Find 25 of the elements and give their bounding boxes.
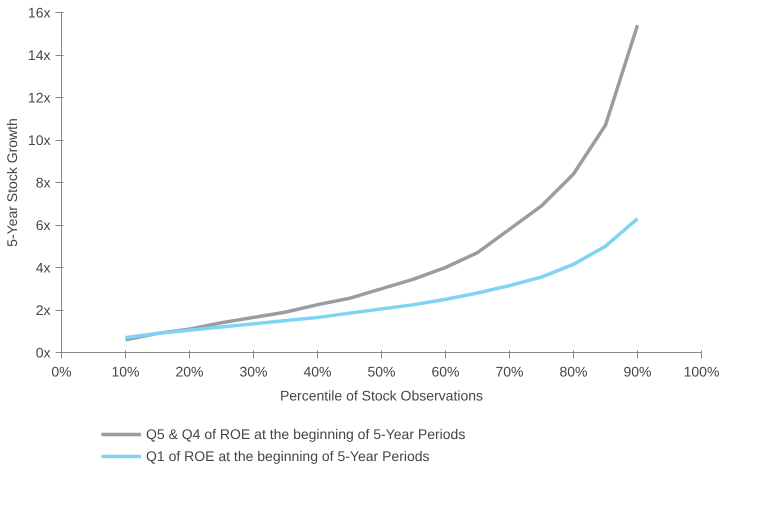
legend-label: Q5 & Q4 of ROE at the beginning of 5-Year Periods <box>146 426 466 442</box>
legend-label: Q1 of ROE at the beginning of 5-Year Periods <box>146 448 430 464</box>
x-tick-label: 80% <box>559 364 588 380</box>
x-tick-label: 50% <box>367 364 396 380</box>
y-tick-label: 12x <box>28 90 51 106</box>
x-tick-label: 60% <box>431 364 460 380</box>
x-tick-label: 30% <box>239 364 268 380</box>
line-series <box>124 216 640 340</box>
y-tick-label: 8x <box>36 174 51 190</box>
x-tick-label: 90% <box>623 364 652 380</box>
y-tick-label: 10x <box>28 132 51 148</box>
x-axis-title: Percentile of Stock Observations <box>280 388 484 404</box>
y-tick-label: 4x <box>36 260 51 276</box>
x-tick-label: 40% <box>303 364 332 380</box>
x-tick-label: 70% <box>495 364 524 380</box>
x-tick-label: 100% <box>684 364 720 380</box>
y-tick-label: 16x <box>28 4 51 20</box>
y-tick-label: 6x <box>36 217 51 233</box>
y-tick-label: 2x <box>36 302 51 318</box>
y-tick-label: 14x <box>28 47 51 63</box>
y-tick-label: 0x <box>36 344 51 360</box>
x-tick-label: 20% <box>175 364 204 380</box>
x-tick-label: 0% <box>51 364 72 380</box>
x-tick-label: 10% <box>111 364 140 380</box>
y-axis-title: 5-Year Stock Growth <box>4 118 20 247</box>
